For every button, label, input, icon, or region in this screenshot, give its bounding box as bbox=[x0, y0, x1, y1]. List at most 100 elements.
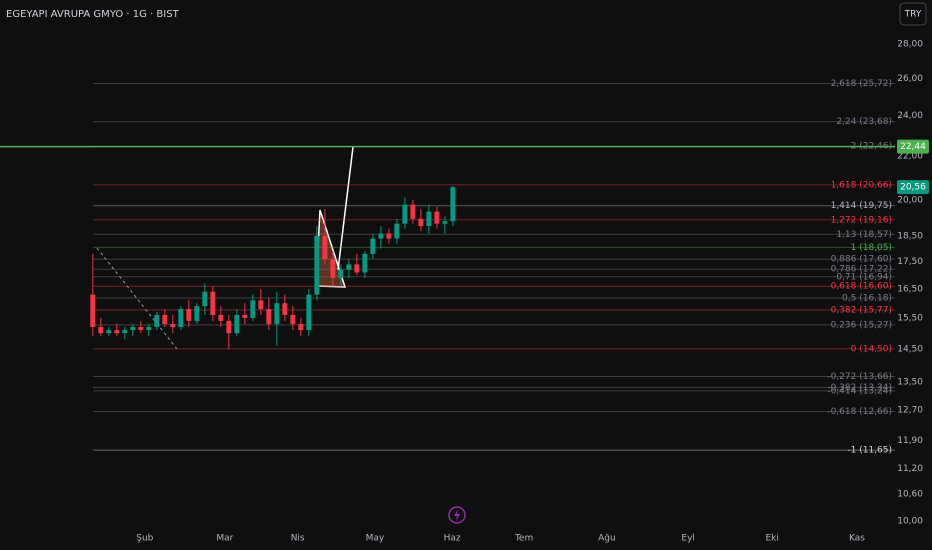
candle-body bbox=[106, 330, 112, 334]
price-tag bbox=[897, 180, 929, 195]
candle-body bbox=[138, 326, 144, 331]
fib-label: 1,618 (20,66) bbox=[831, 180, 892, 190]
y-tick-label: 11,20 bbox=[897, 464, 923, 474]
projection-drawing bbox=[337, 146, 354, 271]
candle-body bbox=[250, 300, 256, 318]
candle-body bbox=[450, 187, 456, 222]
x-tick-label: Eyl bbox=[681, 534, 695, 544]
candle-body bbox=[154, 314, 160, 327]
chart-title: EGEYAPI AVRUPA GMYO · 1G · BIST bbox=[6, 9, 180, 20]
candle-body bbox=[426, 211, 432, 227]
x-tick-label: Mar bbox=[216, 534, 233, 544]
candle-body bbox=[186, 309, 192, 321]
candle-body bbox=[418, 218, 424, 227]
fib-label: -0,618 (12,66) bbox=[827, 407, 892, 417]
y-tick-label: 20,00 bbox=[897, 195, 923, 205]
y-tick-label: 12,70 bbox=[897, 406, 923, 416]
candle-body bbox=[394, 223, 400, 239]
candle-body bbox=[122, 330, 128, 334]
y-tick-label: 15,50 bbox=[897, 313, 923, 323]
candle-body bbox=[170, 323, 176, 327]
y-tick-label: 11,90 bbox=[897, 436, 923, 446]
fib-label: 0 (14,50) bbox=[851, 344, 892, 354]
candle-body bbox=[290, 314, 296, 324]
y-tick-label: 10,00 bbox=[897, 516, 923, 526]
candle-body bbox=[114, 330, 120, 334]
event-bolt bbox=[454, 509, 460, 521]
y-tick-label: 16,50 bbox=[897, 284, 923, 294]
fib-label: 0,618 (16,60) bbox=[831, 282, 892, 292]
price-tag bbox=[897, 139, 929, 154]
candle-body bbox=[194, 306, 200, 321]
candle-body bbox=[90, 294, 96, 327]
candle-body bbox=[442, 221, 448, 224]
fib-label: 1,414 (19,75) bbox=[831, 201, 892, 211]
x-tick-label: May bbox=[366, 534, 385, 544]
candle-body bbox=[402, 204, 408, 224]
candle-body bbox=[370, 238, 376, 254]
y-tick-label: 22,00 bbox=[897, 151, 923, 161]
candle-body bbox=[306, 294, 312, 331]
candle-body bbox=[258, 300, 264, 310]
candle-body bbox=[322, 236, 328, 260]
candle-body bbox=[242, 314, 248, 318]
currency-label[interactable]: TRY bbox=[904, 10, 922, 20]
candle-body bbox=[354, 264, 360, 273]
candle-body bbox=[218, 314, 224, 321]
candle-body bbox=[234, 314, 240, 334]
fib-label: 0,236 (15,27) bbox=[831, 320, 892, 330]
candle-body bbox=[314, 236, 320, 295]
candle-body bbox=[162, 314, 168, 324]
y-tick-label: 28,00 bbox=[897, 40, 923, 50]
candle-body bbox=[386, 233, 392, 239]
fib-label: 1 (18,05) bbox=[851, 243, 892, 253]
candle-body bbox=[210, 291, 216, 315]
candle-body bbox=[274, 303, 280, 324]
y-tick-label: 13,50 bbox=[897, 377, 923, 387]
candle-body bbox=[298, 323, 304, 331]
x-tick-label: Nis bbox=[291, 534, 305, 544]
x-tick-label: Şub bbox=[136, 534, 153, 544]
price-tag-label: 22,44 bbox=[900, 142, 926, 152]
fib-label: 0,5 (16,18) bbox=[842, 294, 892, 304]
fib-label: 0,886 (17,60) bbox=[831, 255, 892, 265]
fib-label: -0,382 (13,34) bbox=[827, 383, 892, 393]
candle-body bbox=[362, 253, 368, 273]
currency-button[interactable] bbox=[899, 2, 927, 26]
y-tick-label: 18,50 bbox=[897, 232, 923, 242]
y-tick-label: 10,60 bbox=[897, 489, 923, 499]
candle-body bbox=[266, 309, 272, 324]
candle-body bbox=[434, 211, 440, 224]
candle-body bbox=[146, 326, 152, 331]
fib-label: 2,618 (25,72) bbox=[831, 79, 892, 89]
x-tick-label: Eki bbox=[765, 534, 778, 544]
candle-body bbox=[178, 309, 184, 327]
candle-body bbox=[330, 259, 336, 278]
x-tick-label: Tem bbox=[514, 534, 533, 544]
fib-label: 1,272 (19,16) bbox=[831, 215, 892, 225]
x-tick-label: Ağu bbox=[598, 534, 616, 544]
x-tick-label: Kas bbox=[849, 534, 865, 544]
candle-body bbox=[98, 326, 104, 334]
candle-body bbox=[226, 320, 232, 334]
candle-body bbox=[378, 233, 384, 239]
candle-body bbox=[410, 204, 416, 219]
y-tick-label: 17,50 bbox=[897, 257, 923, 267]
fib-label: 0,71 (16,94) bbox=[836, 272, 892, 282]
fib-label: 0,382 (15,77) bbox=[831, 305, 892, 315]
fib-label: 1,13 (18,57) bbox=[836, 230, 892, 240]
event-icon[interactable] bbox=[448, 506, 466, 524]
candle-body bbox=[346, 264, 352, 270]
price-tag-label: 20,56 bbox=[900, 183, 926, 193]
x-tick-label: Haz bbox=[444, 534, 461, 544]
candle-body bbox=[282, 303, 288, 315]
fib-label: -0,272 (13,66) bbox=[827, 372, 892, 382]
fib-label: -1 (11,65) bbox=[847, 446, 892, 456]
candle-body bbox=[130, 326, 136, 331]
fib-label: 0,786 (17,22) bbox=[831, 265, 892, 275]
fib-label: 2,24 (23,68) bbox=[836, 117, 892, 127]
candle-body bbox=[202, 291, 208, 307]
y-tick-label: 24,00 bbox=[897, 111, 923, 121]
